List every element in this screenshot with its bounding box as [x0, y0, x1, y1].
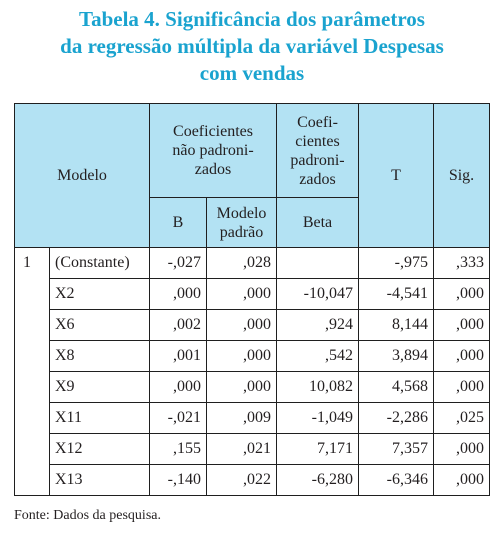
title-line-2: da regressão múltipla da variável Despes… — [60, 34, 444, 58]
cell-se: ,022 — [206, 464, 277, 496]
table-header: Modelo Coeficientes não padroni- zados C… — [14, 103, 490, 248]
table-row: X12 ,155 ,021 7,171 7,357 ,000 — [15, 433, 490, 465]
table-row: X6 ,002 ,000 ,924 8,144 ,000 — [15, 309, 490, 341]
header-modelo: Modelo — [14, 103, 150, 248]
cell-beta: -10,047 — [276, 278, 359, 310]
cell-b: -,021 — [149, 402, 207, 434]
regression-table: Modelo Coeficientes não padroni- zados C… — [14, 103, 490, 496]
cell-beta: ,924 — [276, 309, 359, 341]
header-coef-nao-pad-line3: zados — [194, 161, 232, 178]
table-row: X11 -,021 ,009 -1,049 -2,286 ,025 — [15, 402, 490, 434]
cell-beta: 10,082 — [276, 371, 359, 403]
model-index: 1 — [14, 247, 50, 496]
header-coef-pad-line1: Coefi- — [297, 113, 338, 131]
table-title: Tabela 4. Significância dos parâmetros d… — [0, 6, 504, 87]
cell-var: X12 — [49, 433, 150, 465]
cell-se: ,000 — [206, 309, 277, 341]
cell-sig: ,000 — [433, 433, 490, 465]
header-coef-pad-line3: padroni- — [290, 151, 345, 169]
cell-beta: -6,280 — [276, 464, 359, 496]
cell-b: ,000 — [149, 371, 207, 403]
cell-sig: ,000 — [433, 309, 490, 341]
table-row: X2 ,000 ,000 -10,047 -4,541 ,000 — [15, 278, 490, 310]
header-modelo-padrao: Modelo padrão — [206, 197, 277, 248]
cell-var: X11 — [49, 402, 150, 434]
cell-sig: ,025 — [433, 402, 490, 434]
cell-t: 4,568 — [358, 371, 434, 403]
cell-sig: ,000 — [433, 278, 490, 310]
cell-se: ,021 — [206, 433, 277, 465]
cell-se: ,000 — [206, 278, 277, 310]
cell-var: X6 — [49, 309, 150, 341]
cell-beta: 7,171 — [276, 433, 359, 465]
cell-se: ,009 — [206, 402, 277, 434]
header-beta: Beta — [276, 197, 359, 248]
header-b: B — [149, 197, 207, 248]
cell-var: X13 — [49, 464, 150, 496]
cell-sig: ,000 — [433, 464, 490, 496]
cell-se: ,000 — [206, 371, 277, 403]
cell-beta — [276, 247, 359, 279]
cell-var: X9 — [49, 371, 150, 403]
cell-var: X8 — [49, 340, 150, 372]
cell-b: -,140 — [149, 464, 207, 496]
cell-t: -4,541 — [358, 278, 434, 310]
header-t: T — [358, 103, 434, 248]
header-coef-padronizados: Coefi- cientes padroni- zados — [276, 103, 359, 198]
cell-t: -6,346 — [358, 464, 434, 496]
cell-var: X2 — [49, 278, 150, 310]
header-coef-nao-padronizados: Coeficientes não padroni- zados — [149, 103, 277, 198]
cell-se: ,000 — [206, 340, 277, 372]
table-body: 1 (Constante) -,027 ,028 -,975 ,333 X2 ,… — [14, 247, 490, 496]
source-note: Fonte: Dados da pesquisa. — [14, 508, 161, 523]
cell-sig: ,000 — [433, 371, 490, 403]
cell-sig: ,000 — [433, 340, 490, 372]
cell-b: ,155 — [149, 433, 207, 465]
cell-b: ,000 — [149, 278, 207, 310]
cell-t: 8,144 — [358, 309, 434, 341]
cell-b: ,002 — [149, 309, 207, 341]
cell-beta: -1,049 — [276, 402, 359, 434]
header-modelo-padrao-line1: Modelo — [216, 204, 267, 222]
cell-se: ,028 — [206, 247, 277, 279]
cell-t: 3,894 — [358, 340, 434, 372]
cell-b: -,027 — [149, 247, 207, 279]
table-row: X13 -,140 ,022 -6,280 -6,346 ,000 — [15, 464, 490, 496]
header-modelo-padrao-line2: padrão — [219, 223, 264, 241]
cell-b: ,001 — [149, 340, 207, 372]
cell-beta: ,542 — [276, 340, 359, 372]
table-row: X8 ,001 ,000 ,542 3,894 ,000 — [15, 340, 490, 372]
cell-t: -,975 — [358, 247, 434, 279]
header-coef-nao-pad-line2: não padroni- — [172, 142, 254, 159]
title-line-1: Tabela 4. Significância dos parâmetros — [79, 7, 425, 31]
cell-sig: ,333 — [433, 247, 490, 279]
table-row: X9 ,000 ,000 10,082 4,568 ,000 — [15, 371, 490, 403]
header-sig: Sig. — [433, 103, 490, 248]
cell-var: (Constante) — [49, 247, 150, 279]
header-coef-pad-line4: zados — [299, 170, 336, 188]
table-row: 1 (Constante) -,027 ,028 -,975 ,333 — [14, 247, 490, 496]
header-coef-nao-pad-line1: Coeficientes — [173, 123, 253, 140]
cell-t: 7,357 — [358, 433, 434, 465]
header-coef-pad-line2: cientes — [295, 132, 340, 150]
cell-t: -2,286 — [358, 402, 434, 434]
title-line-3: com vendas — [199, 61, 305, 85]
